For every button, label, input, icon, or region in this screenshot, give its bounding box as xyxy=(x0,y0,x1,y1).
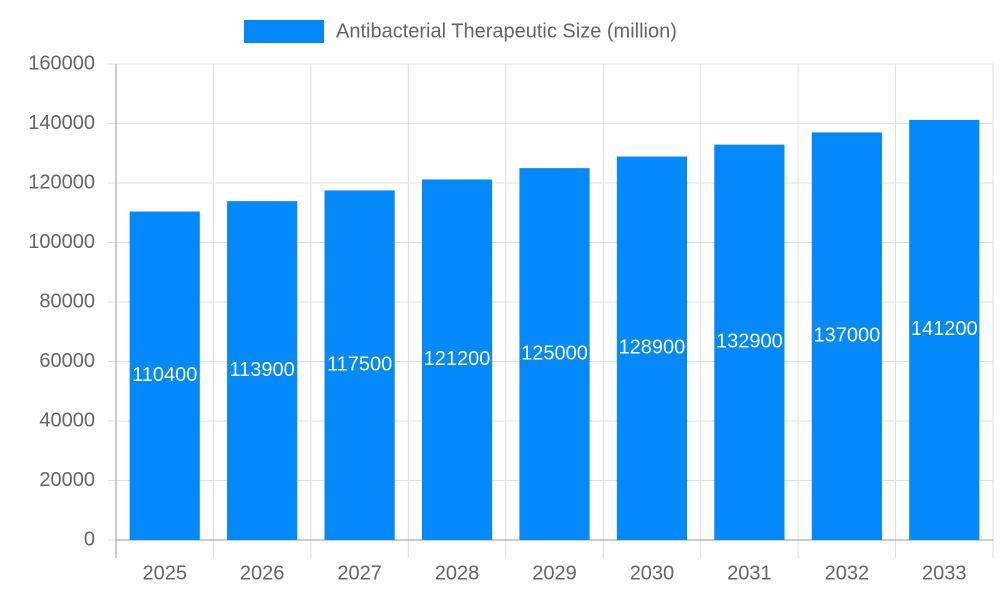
y-tick-label: 60000 xyxy=(39,350,95,372)
bar xyxy=(616,156,688,540)
bar xyxy=(129,211,200,540)
y-tick-label: 40000 xyxy=(39,409,95,431)
legend-label: Antibacterial Therapeutic Size (million) xyxy=(336,20,677,42)
x-tick-label: 2030 xyxy=(630,562,675,584)
x-tick-label: 2027 xyxy=(337,562,382,584)
y-tick-label: 100000 xyxy=(28,231,95,253)
bar xyxy=(909,119,980,541)
bar xyxy=(714,144,785,540)
data-label: 121200 xyxy=(424,348,491,370)
x-tick-label: 2026 xyxy=(240,562,285,584)
y-tick-label: 80000 xyxy=(39,290,95,312)
y-tick-label: 160000 xyxy=(28,52,95,74)
y-tick-label: 140000 xyxy=(28,112,95,134)
x-tick-label: 2031 xyxy=(727,562,772,584)
x-tick-label: 2033 xyxy=(922,562,967,584)
data-label: 137000 xyxy=(813,324,880,346)
bar xyxy=(324,190,395,540)
data-label: 141200 xyxy=(911,318,978,340)
bar xyxy=(421,179,493,540)
legend-swatch xyxy=(244,20,324,43)
bar xyxy=(227,201,298,540)
x-tick-label: 2025 xyxy=(142,562,187,584)
data-label: 132900 xyxy=(716,331,783,353)
data-label: 125000 xyxy=(521,342,588,364)
data-label: 117500 xyxy=(327,354,392,376)
y-tick-label: 120000 xyxy=(28,171,95,193)
x-tick-label: 2029 xyxy=(532,562,577,584)
bar xyxy=(519,168,590,540)
data-label: 110400 xyxy=(132,364,197,386)
x-tick-label: 2028 xyxy=(435,562,480,584)
y-tick-label: 20000 xyxy=(39,469,95,491)
data-label: 128900 xyxy=(619,337,686,359)
x-tick-label: 2032 xyxy=(825,562,870,584)
y-tick-label: 0 xyxy=(84,528,95,550)
data-label: 113900 xyxy=(230,359,295,381)
bar xyxy=(811,132,882,541)
